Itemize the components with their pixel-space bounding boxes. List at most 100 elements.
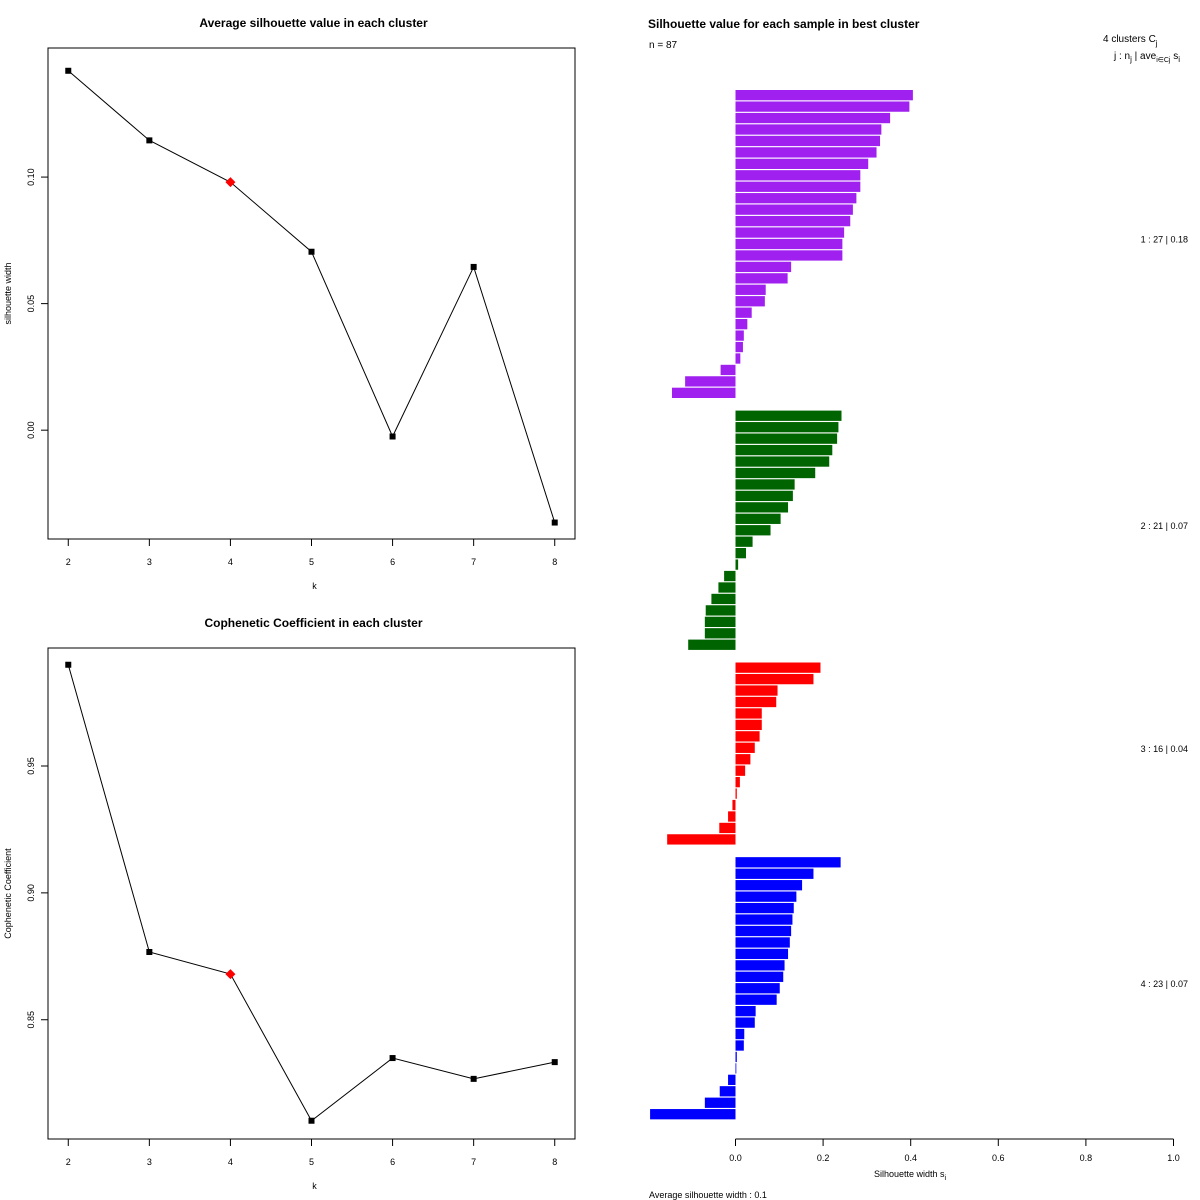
legend-header-part: s (1170, 51, 1178, 62)
silhouette-bar (735, 456, 830, 467)
legend-header-sub: j (1155, 39, 1158, 48)
silhouette-bar (735, 341, 743, 353)
silhouette-bar (735, 1017, 755, 1028)
cluster-label: 4 : 23 | 0.07 (1141, 979, 1188, 989)
silhouette-chart: Silhouette value for each sample in best… (648, 17, 1188, 1200)
silhouette-bar (735, 307, 752, 318)
silhouette-bar (735, 502, 789, 513)
silhouette-bar (735, 215, 851, 227)
silhouette-bar (735, 971, 784, 982)
x-tick-label: 0.0 (729, 1153, 742, 1163)
silhouette-bar (735, 433, 838, 444)
cluster-label: 1 : 27 | 0.18 (1141, 235, 1188, 245)
silhouette-bar (735, 112, 891, 124)
silhouette-bar (735, 353, 741, 364)
silhouette-bar (735, 937, 790, 948)
silhouette-bar (735, 536, 753, 547)
x-tick-label: 5 (309, 1157, 314, 1167)
silhouette-bar (735, 891, 797, 902)
x-tick-label: 3 (147, 1157, 152, 1167)
x-tick-label: 4 (228, 557, 233, 567)
silhouette-bar (735, 101, 910, 112)
legend-header-part: | ave (1132, 51, 1157, 62)
average-silhouette-footer: Average silhouette width : 0.1 (649, 1190, 767, 1200)
legend-header-sub: j (1129, 55, 1132, 64)
data-point (470, 263, 477, 270)
x-tick-label: 5 (309, 557, 314, 567)
data-point (470, 1075, 477, 1082)
y-tick-label: 0.05 (26, 295, 36, 313)
silhouette-bar (735, 902, 794, 914)
x-tick-label: 8 (552, 557, 557, 567)
silhouette-bar (735, 261, 792, 273)
plot-frame (47, 647, 576, 1140)
legend-header-sub: i (1178, 55, 1180, 64)
silhouette-bar (735, 914, 793, 925)
legend-header-clusters: 4 clusters Cj (1103, 34, 1158, 48)
cluster-label: 2 : 21 | 0.07 (1141, 521, 1188, 531)
data-point (551, 519, 558, 526)
silhouette-bar (735, 1063, 737, 1074)
data-point (146, 948, 153, 955)
cluster-3: 3 : 16 | 0.04 (667, 662, 1188, 845)
y-tick-label: 0.10 (26, 168, 36, 186)
silhouette-bar (735, 742, 755, 753)
silhouette-bar (735, 204, 853, 215)
series-line (67, 70, 556, 523)
legend-header-sub: i∈Cj (1156, 57, 1171, 64)
data-point (389, 1055, 396, 1062)
silhouette-bar (735, 238, 843, 250)
chart-title: Cophenetic Coefficient in each cluster (204, 616, 422, 630)
silhouette-bar (735, 1028, 745, 1040)
x-tick-label: 4 (228, 1157, 233, 1167)
silhouette-bar (735, 158, 869, 169)
cluster-4: 4 : 23 | 0.07 (650, 857, 1188, 1120)
silhouette-bar (735, 273, 788, 284)
silhouette-bar (735, 147, 877, 158)
chart-title: Average silhouette value in each cluster (199, 16, 428, 30)
silhouette-bar (735, 925, 792, 937)
silhouette-bar (732, 799, 736, 811)
silhouette-bar (720, 364, 736, 376)
silhouette-bar (735, 467, 816, 479)
silhouette-bar (718, 582, 736, 593)
silhouette-bar (735, 673, 814, 685)
legend-header-columns: j : nj | avei∈Cj si (1113, 51, 1180, 64)
silhouette-bar (728, 811, 736, 822)
y-tick-label: 0.85 (26, 1011, 36, 1029)
silhouette-bar (735, 754, 751, 765)
x-tick-label: 1.0 (1167, 1153, 1180, 1163)
silhouette-bar (735, 296, 765, 307)
silhouette-bar (735, 284, 766, 295)
legend-header-part: j : n (1113, 51, 1130, 62)
silhouette-bar (735, 479, 795, 490)
x-axis-label: k (312, 1181, 317, 1191)
silhouette-bar (650, 1109, 736, 1120)
x-tick-label: 0.8 (1080, 1153, 1093, 1163)
x-tick-label: 0.6 (992, 1153, 1005, 1163)
silhouette-bar (735, 181, 861, 192)
x-axis-label: Silhouette width si (874, 1169, 947, 1182)
silhouette-bar (735, 777, 740, 788)
silhouette-bar (711, 593, 736, 605)
silhouette-bar (735, 444, 833, 456)
silhouette-bar (735, 227, 845, 238)
x-tick-label: 0.2 (817, 1153, 830, 1163)
data-point (308, 1117, 315, 1124)
silhouette-bar (688, 639, 736, 650)
y-tick-label: 0.90 (26, 884, 36, 902)
silhouette-bar (735, 410, 842, 421)
silhouette-bar (735, 193, 857, 204)
x-tick-label: 8 (552, 1157, 557, 1167)
silhouette-bar (735, 788, 737, 799)
silhouette-bar (735, 948, 789, 960)
silhouette-bar (735, 983, 780, 994)
silhouette-bar (719, 1086, 736, 1097)
silhouette-bar (704, 628, 736, 639)
line-chart-1: Average silhouette value in each cluster… (3, 16, 576, 591)
silhouette-bar (735, 90, 913, 101)
silhouette-bar (735, 1006, 756, 1017)
y-tick-label: 0.00 (26, 421, 36, 439)
data-point (65, 67, 72, 74)
